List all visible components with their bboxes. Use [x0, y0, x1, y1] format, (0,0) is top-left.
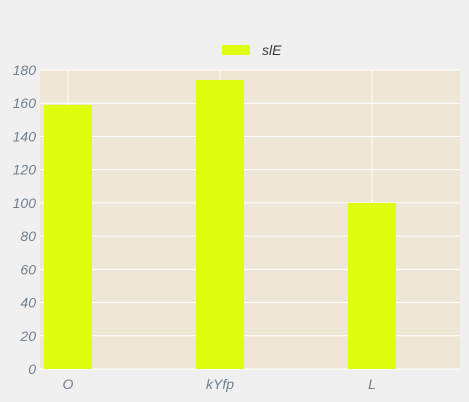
- y-tick-label: 80: [20, 228, 36, 244]
- bar-O: [44, 104, 92, 369]
- bars: [44, 79, 396, 369]
- y-tick-label: 160: [13, 95, 37, 111]
- y-tick-label: 0: [28, 361, 36, 377]
- bar-L: [348, 202, 396, 369]
- y-tick-label: 180: [13, 62, 37, 78]
- y-tick-label: 120: [13, 162, 37, 178]
- legend-label-slE: slE: [262, 42, 282, 58]
- legend: slE: [222, 42, 282, 58]
- y-tick-label: 20: [19, 328, 36, 344]
- y-tick-label: 60: [20, 261, 36, 277]
- plot-area: [40, 70, 460, 369]
- x-tick-label: L: [368, 376, 376, 392]
- x-tick-label: O: [63, 376, 74, 392]
- x-tick-label: kYfp: [206, 376, 234, 392]
- bar-kYfp: [196, 79, 244, 369]
- y-tick-label: 140: [13, 128, 37, 144]
- y-tick-label: 100: [13, 195, 37, 211]
- legend-swatch-slE: [222, 45, 250, 55]
- y-axis-ticks: 0 20 40 60 80 100 120 140 160 180: [13, 62, 37, 377]
- y-tick-label: 40: [20, 295, 36, 311]
